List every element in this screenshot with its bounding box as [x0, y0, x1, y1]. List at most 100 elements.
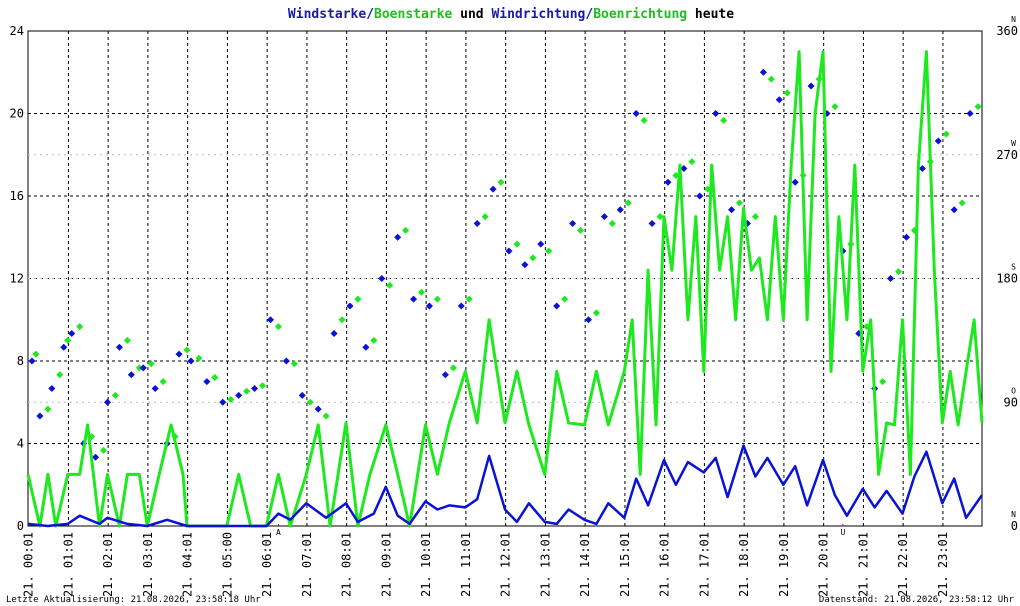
gust-direction-point	[195, 354, 203, 362]
gust-direction-point	[123, 336, 131, 344]
x-tick-label: 21. 15:01	[618, 532, 632, 597]
gust-direction-point	[183, 346, 191, 354]
x-tick-label: 21. 08:01	[340, 532, 354, 597]
gust-direction-point	[44, 405, 52, 413]
wind-direction-point	[28, 357, 36, 365]
gust-direction-point	[688, 158, 696, 166]
gust-direction-point	[99, 446, 108, 454]
x-tick-label: 21. 01:01	[61, 532, 75, 597]
wind-direction-point	[151, 384, 159, 393]
wind-direction-point	[457, 302, 465, 310]
title-heute: heute	[687, 7, 734, 22]
wind-direction-point	[966, 109, 974, 118]
x-tick-label: 21. 13:01	[538, 532, 552, 597]
x-tick-label: 21. 00:01	[22, 532, 36, 597]
x-tick-label: 21. 02:01	[101, 532, 115, 597]
wind-direction-point	[553, 302, 561, 310]
y-left-tick-label: 12	[10, 272, 24, 286]
x-tick-label: 21. 03:01	[141, 532, 155, 597]
wind-direction-point	[127, 371, 135, 379]
gust-direction-point	[608, 219, 616, 228]
gust-direction-point	[640, 116, 648, 124]
wind-direction-point	[712, 109, 720, 118]
gust-direction-point	[147, 360, 155, 368]
gust-direction-point	[322, 412, 330, 420]
title-windstarke: Windstarke/	[288, 7, 374, 22]
wind-direction-point	[759, 68, 767, 76]
gust-direction-point	[402, 226, 410, 234]
wind-direction-point	[696, 192, 704, 200]
wind-direction-point	[918, 164, 926, 173]
gust-direction-point	[417, 288, 426, 296]
gust-direction-point	[306, 398, 314, 406]
title-windrichtung: Windrichtung/	[491, 7, 593, 22]
wind-direction-point	[298, 391, 306, 399]
wind-direction-point	[187, 357, 195, 365]
footer-data-timestamp: Datenstand: 21.08.2026, 23:58:12 Uhr	[819, 595, 1015, 605]
x-tick-label: 21. 05:00	[220, 532, 234, 597]
sunset-marker: U	[840, 528, 845, 537]
wind-direction-point	[569, 219, 577, 228]
gust-direction-point	[735, 199, 744, 207]
wind-direction-point	[60, 343, 68, 351]
y-left-tick-label: 16	[10, 189, 24, 203]
gust-direction-point	[751, 213, 759, 221]
wind-direction-point	[362, 343, 370, 351]
wind-direction-point	[68, 329, 76, 338]
wind-direction-point	[648, 219, 656, 228]
wind-direction-point	[330, 329, 338, 338]
y-left-tick-label: 20	[10, 107, 24, 121]
wind-direction-point	[203, 378, 211, 386]
chart-title: Windstarke/Boenstarke und Windrichtung/B…	[288, 7, 734, 22]
sunrise-marker: A	[276, 528, 281, 537]
x-tick-label: 21. 20:01	[817, 532, 831, 597]
gust-direction-point	[111, 391, 119, 399]
wind-direction-point	[537, 240, 545, 248]
grid-lines	[27, 30, 983, 527]
gust-direction-point	[211, 373, 219, 382]
x-tick-label: 21. 18:01	[737, 532, 751, 597]
wind-direction-point	[902, 233, 911, 241]
gust-direction-point	[513, 240, 521, 248]
wind-direction-point	[48, 384, 56, 393]
y-right-tick-label: 270	[996, 148, 1018, 162]
gust-direction-point	[831, 103, 839, 111]
compass-label: N	[1011, 510, 1016, 519]
wind-direction-point	[775, 96, 783, 104]
gust-direction-point	[449, 364, 457, 372]
wind-direction-point	[600, 213, 608, 221]
gust-direction-point	[656, 213, 664, 221]
x-tick-label: 21. 22:01	[896, 532, 910, 597]
title-boenrichtung: Boenrichtung	[593, 7, 687, 22]
wind-direction-point	[425, 302, 434, 310]
compass-label: N	[1011, 15, 1016, 24]
gust-direction-point	[624, 199, 632, 207]
compass-label: O	[1011, 386, 1016, 395]
wind-direction-point	[266, 316, 275, 324]
gust-direction-point	[974, 103, 982, 111]
gust-direction-point	[258, 382, 267, 390]
wind-direction-point	[103, 398, 112, 406]
x-tick-label: 21. 09:01	[379, 532, 393, 597]
title-und: und	[452, 7, 491, 22]
x-tick-label: 21. 17:01	[697, 532, 711, 597]
x-tick-label: 21. 11:01	[459, 532, 473, 597]
y-right-tick-label: 360	[996, 24, 1018, 38]
wind-direction-point	[346, 302, 354, 310]
x-tick-label: 21. 21:01	[856, 532, 870, 597]
gust-direction-point	[576, 226, 585, 234]
footer-last-update: Letzte Aktualisierung: 21.08.2026, 23:58…	[6, 595, 261, 605]
gust-direction-point	[497, 178, 505, 186]
x-tick-label: 21. 10:01	[419, 532, 433, 597]
gust-direction-point	[370, 336, 378, 344]
wind-direction-point	[950, 206, 958, 214]
y-right-tick-label: 90	[1004, 395, 1018, 409]
wind-direction-point	[887, 274, 895, 283]
y-left-tick-label: 24	[10, 24, 24, 38]
wind-direction-point	[139, 364, 147, 372]
wind-direction-point	[584, 316, 593, 324]
y-right-tick-label: 0	[1011, 519, 1018, 533]
wind-direction-point	[934, 137, 942, 145]
wind-direction-point	[36, 412, 44, 420]
